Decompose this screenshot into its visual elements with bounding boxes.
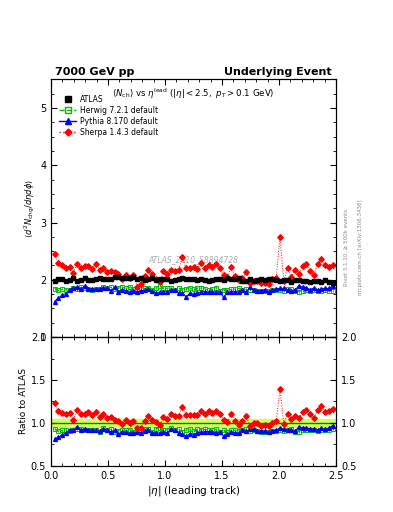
Text: mcplots.cern.ch [arXiv:1306.3436]: mcplots.cern.ch [arXiv:1306.3436] (358, 199, 363, 295)
Y-axis label: Ratio to ATLAS: Ratio to ATLAS (19, 369, 28, 435)
Text: $\langle N_{\mathrm{ch}}\rangle$ vs $\eta^{\mathrm{lead}}$ ($|\eta| < 2.5,\ p_{\: $\langle N_{\mathrm{ch}}\rangle$ vs $\et… (112, 87, 275, 101)
Text: 7000 GeV pp: 7000 GeV pp (55, 67, 134, 77)
Text: Rivet 3.1.10, ≥ 500k events: Rivet 3.1.10, ≥ 500k events (344, 208, 349, 286)
X-axis label: $|\eta|$ (leading track): $|\eta|$ (leading track) (147, 483, 241, 498)
Text: ATLAS_2010_S8894728: ATLAS_2010_S8894728 (149, 255, 239, 264)
Text: Underlying Event: Underlying Event (224, 67, 332, 77)
Y-axis label: $\langle d^2 N_{\mathrm{chg}}/d\eta d\phi\rangle$: $\langle d^2 N_{\mathrm{chg}}/d\eta d\ph… (23, 179, 37, 238)
Legend: ATLAS, Herwig 7.2.1 default, Pythia 8.170 default, Sherpa 1.4.3 default: ATLAS, Herwig 7.2.1 default, Pythia 8.17… (58, 94, 160, 138)
